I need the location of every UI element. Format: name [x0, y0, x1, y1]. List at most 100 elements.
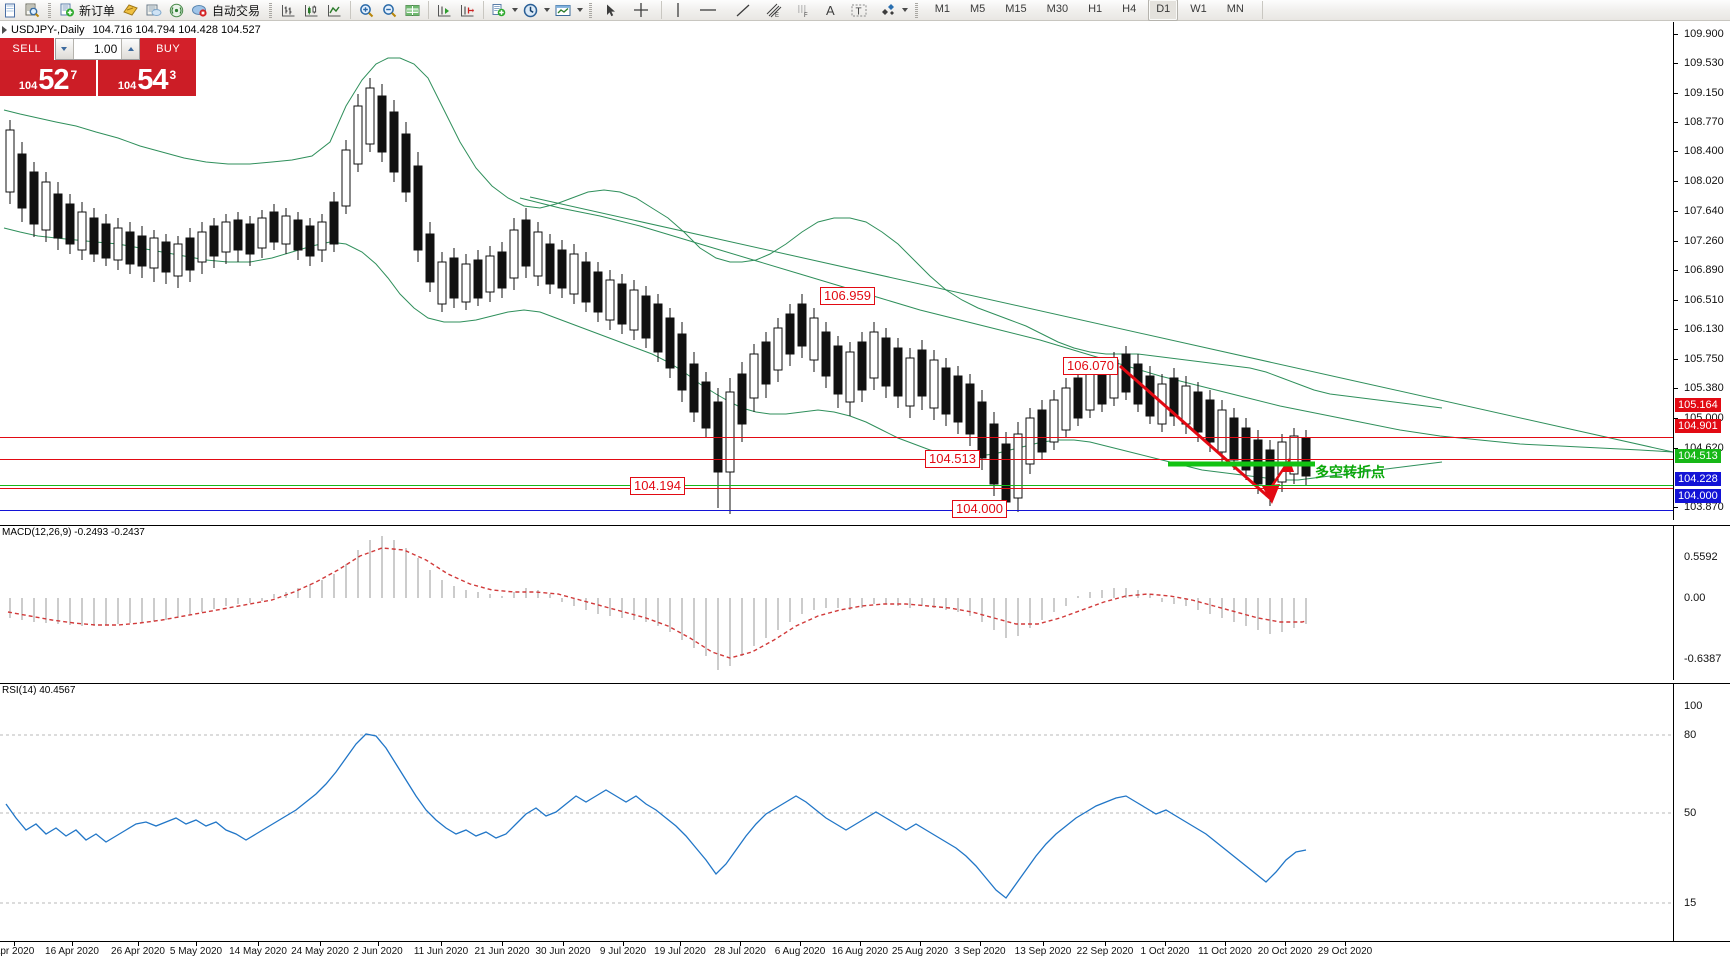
- rsi-pane[interactable]: RSI(14) 40.4567 100 80 50 15: [0, 683, 1730, 941]
- buy-price-main: 54: [137, 64, 168, 96]
- profiles-search-icon[interactable]: [21, 0, 43, 20]
- crosshair-icon[interactable]: [625, 0, 657, 20]
- indicators-dropdown-caret[interactable]: [510, 8, 519, 12]
- candlestick-chart-icon[interactable]: [300, 0, 323, 20]
- timeframe-w1[interactable]: W1: [1190, 3, 1207, 15]
- zoom-in-icon[interactable]: [355, 0, 378, 20]
- timeframe-h1[interactable]: H1: [1088, 3, 1103, 15]
- price-axis-label: 108.020: [1684, 175, 1724, 188]
- time-axis-label: 30 Jun 2020: [535, 946, 591, 957]
- periodicity-dropdown-caret[interactable]: [542, 8, 551, 12]
- buy-price-fraction: 3: [169, 68, 177, 82]
- time-tick: [72, 942, 73, 946]
- price-axis-line: [1673, 22, 1674, 520]
- data-window-icon[interactable]: [401, 0, 424, 20]
- time-axis-label: 21 Jun 2020: [474, 946, 530, 957]
- price-badge-104000: 104.000: [1675, 489, 1721, 504]
- annotation-104194: 104.194: [630, 477, 685, 495]
- new-order-icon[interactable]: [56, 0, 78, 20]
- sell-button[interactable]: SELL: [0, 38, 55, 60]
- one-click-trading-header: SELL 1.00 BUY: [0, 38, 196, 60]
- price-axis-label: 106.890: [1684, 263, 1724, 276]
- volume-decrease-icon[interactable]: [55, 39, 74, 59]
- level-line-104000: [0, 510, 1673, 511]
- price-axis-label: 109.900: [1684, 27, 1724, 40]
- buy-price-box[interactable]: 104 54 3: [98, 60, 196, 96]
- one-click-trading-panel[interactable]: SELL 1.00 BUY 104 52 7 104 54 3: [0, 38, 196, 96]
- price-axis-label: 106.510: [1684, 293, 1724, 306]
- timeframe-m1[interactable]: M1: [934, 3, 950, 15]
- time-tick: [860, 942, 861, 946]
- time-tick: [14, 942, 15, 946]
- volume-value[interactable]: 1.00: [93, 42, 118, 56]
- bar-chart-icon[interactable]: [277, 0, 300, 20]
- line-chart-icon[interactable]: [323, 0, 346, 20]
- macd-pane[interactable]: MACD(12,26,9) -0.2493 -0.2437: [0, 525, 1730, 680]
- sell-price-prefix: 104: [18, 80, 38, 92]
- new-chart-icon[interactable]: [0, 0, 21, 20]
- auto-scroll-icon[interactable]: [433, 0, 456, 20]
- time-axis-label: 13 Sep 2020: [1014, 946, 1072, 957]
- auto-trading-icon[interactable]: [188, 0, 211, 20]
- timeframe-mn[interactable]: MN: [1226, 3, 1244, 15]
- indicators-icon[interactable]: [488, 0, 510, 20]
- price-axis-label: 105.380: [1684, 382, 1724, 395]
- market-watch-icon[interactable]: [142, 0, 165, 20]
- signals-icon[interactable]: [165, 0, 188, 20]
- time-tick: [258, 942, 259, 946]
- timeframe-m5[interactable]: M5: [969, 3, 986, 15]
- buy-button[interactable]: BUY: [140, 38, 196, 60]
- macd-axis-label: 0.00: [1684, 592, 1706, 604]
- trendline-icon[interactable]: [726, 0, 760, 20]
- cursor-arrow-icon[interactable]: [597, 0, 625, 20]
- time-axis-label: 16 Aug 2020: [831, 946, 889, 957]
- time-axis-label: 28 Jul 2020: [714, 946, 766, 957]
- buy-price-prefix: 104: [117, 80, 137, 92]
- sell-price-box[interactable]: 104 52 7: [0, 60, 99, 96]
- new-order-label[interactable]: 新订单: [79, 3, 116, 18]
- fibonacci-retracement-icon[interactable]: F: [789, 0, 818, 20]
- templates-icon[interactable]: [551, 0, 575, 20]
- auto-trading-label[interactable]: 自动交易: [212, 3, 261, 18]
- level-line-105164: [0, 437, 1673, 438]
- rsi-axis-line: [1673, 684, 1674, 941]
- text-tool-icon[interactable]: A: [818, 0, 843, 20]
- price-axis-label: 108.770: [1684, 116, 1724, 129]
- templates-dropdown-caret[interactable]: [575, 8, 584, 12]
- expert-advisors-icon[interactable]: [119, 0, 142, 20]
- time-tick: [800, 942, 801, 946]
- price-axis-label: 105.750: [1684, 353, 1724, 366]
- price-tick: [1673, 299, 1678, 301]
- timeframe-m30[interactable]: M30: [1046, 3, 1069, 15]
- volume-increase-icon[interactable]: [121, 39, 140, 59]
- timeframe-d1[interactable]: D1: [1148, 0, 1179, 21]
- rsi-label: RSI(14) 40.4567: [0, 685, 78, 696]
- collapse-triangle-icon[interactable]: [2, 25, 7, 34]
- time-tick: [563, 942, 564, 946]
- price-pane[interactable]: 106.959 106.070 104.513 104.194 104.000 …: [0, 22, 1730, 520]
- rsi-axis-label: 15: [1684, 897, 1697, 909]
- toolbar-separator-3: [587, 2, 594, 19]
- toolbar-divider: [350, 1, 352, 19]
- chart-shift-icon[interactable]: [456, 0, 479, 20]
- chart-area[interactable]: 106.959 106.070 104.513 104.194 104.000 …: [0, 22, 1730, 967]
- price-axis-label: 108.400: [1684, 145, 1724, 158]
- time-axis-label: 9 Jul 2020: [599, 946, 647, 957]
- volume-stepper[interactable]: 1.00: [54, 38, 141, 60]
- toolbar-separator-4: [913, 2, 920, 19]
- arrows-shapes-icon[interactable]: [875, 0, 901, 20]
- equidistant-channel-icon[interactable]: E: [760, 0, 789, 20]
- periodicity-clock-icon[interactable]: [519, 0, 542, 20]
- price-chart-svg: [3, 57, 1673, 514]
- timeframe-h4[interactable]: H4: [1122, 3, 1137, 15]
- toolbar-separator-2: [267, 2, 274, 19]
- text-label-tool-icon[interactable]: T: [843, 0, 875, 20]
- time-axis-label: 11 Jun 2020: [413, 946, 469, 957]
- vertical-line-icon[interactable]: [666, 0, 690, 20]
- arrows-dropdown-caret[interactable]: [901, 8, 910, 12]
- horizontal-line-icon[interactable]: [690, 0, 726, 20]
- zoom-out-icon[interactable]: [378, 0, 401, 20]
- price-tick: [1673, 418, 1678, 420]
- timeframe-m15[interactable]: M15: [1005, 3, 1027, 15]
- time-tick: [378, 942, 379, 946]
